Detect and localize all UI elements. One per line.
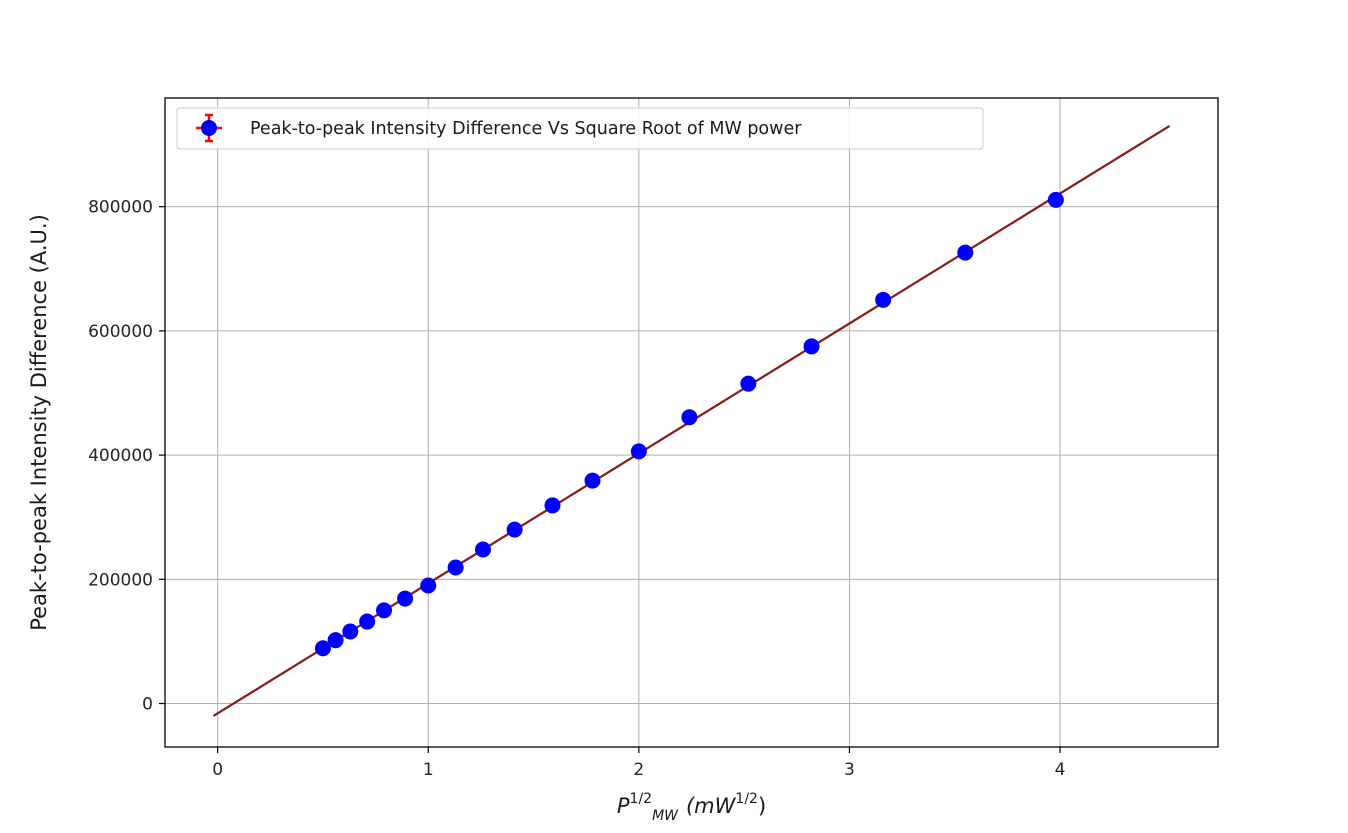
data-point [359,613,376,630]
data-point [397,590,414,607]
legend-box [176,107,984,150]
data-point [447,559,464,576]
x-axis-label: P1/2MW (mW1/2) [617,791,766,824]
data-point [342,623,359,640]
x-ticks: 0 1 2 3 4 [212,747,1065,780]
data-point [630,443,647,460]
x-axis-label-subscript: MW [652,808,679,824]
plot-frame [164,97,1219,748]
legend-point [201,120,217,136]
x-axis-label-unit-superscript: 1/2 [735,791,758,807]
data-point [475,541,492,558]
data-point [1047,191,1064,208]
data-point [376,602,393,619]
x-tick-label: 0 [212,760,223,780]
legend-entry: Peak-to-peak Intensity Difference Vs Squ… [250,119,802,139]
data-point [957,244,974,261]
x-axis-label-unit-close: ) [758,794,766,818]
y-ticks: 0 200000 400000 600000 800000 [88,198,165,715]
data-point [803,338,820,355]
data-points-layer [314,191,1064,657]
data-point [506,521,523,538]
data-point [584,472,601,489]
x-tick-label: 2 [633,760,644,780]
x-axis-label-base: P [617,794,630,818]
x-axis-label-unit-open: (mW [686,794,737,818]
x-tick-label: 4 [1055,760,1066,780]
grid [165,98,1218,747]
data-point [544,497,561,514]
y-tick-label: 400000 [88,446,153,466]
y-tick-label: 200000 [88,570,153,590]
data-point [327,632,344,649]
data-point [740,375,757,392]
legend-marker [196,113,222,143]
data-point [420,577,437,594]
data-point [314,640,331,657]
data-point [681,409,698,426]
x-axis-label-superscript: 1/2 [630,791,653,807]
x-tick-label: 3 [844,760,855,780]
data-point [875,291,892,308]
legend: Peak-to-peak Intensity Difference Vs Squ… [176,107,984,150]
x-tick-label: 1 [423,760,434,780]
y-axis-label: Peak-to-peak Intensity Difference (A.U.) [27,214,51,631]
y-tick-label: 0 [142,695,153,715]
y-tick-label: 800000 [88,198,153,218]
y-tick-label: 600000 [88,322,153,342]
